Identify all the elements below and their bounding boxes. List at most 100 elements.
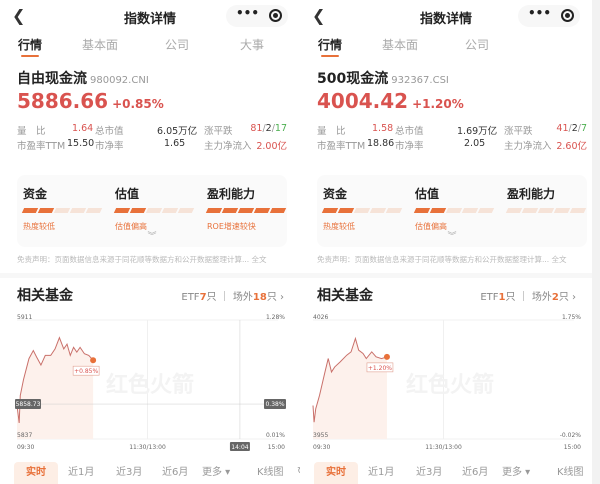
stat-value: 2.00亿 [256,141,287,152]
level-meter [321,208,413,214]
period-tab-5[interactable]: K线图 [257,467,284,478]
stat-value: 1.64 [72,123,94,134]
index-code: 932367.CSI [391,75,449,86]
tab-3[interactable]: 大事 [240,38,265,52]
period-tab-3[interactable]: 近6月 [462,467,489,478]
tab-1[interactable]: 基本面 [82,38,119,52]
adv-dec: 41/2/7 [556,123,587,134]
adv-up: 81 [250,123,263,134]
last-label: +0.85% [74,368,98,375]
tab-1[interactable]: 基本面 [382,38,419,52]
analysis-cell[interactable]: 资金 热度较低 [21,183,113,233]
otc-count: 2 [551,292,559,303]
level-bar [429,208,447,213]
tab-2[interactable]: 公司 [165,38,190,52]
level-bar [253,208,271,213]
level-meter [205,208,297,214]
chevron-right-icon: › [572,292,576,303]
expand-chevron-icon[interactable]: ︾ [147,232,157,242]
period-tab-0[interactable]: 实时 [14,462,58,484]
scroll-strip [592,0,600,484]
level-bar [505,208,523,213]
close-record-icon[interactable] [561,9,574,22]
adv-up: 41 [556,123,569,134]
axis-tick: 11:30/13:00 [425,444,462,451]
last-label-box [72,365,100,376]
level-bar [145,208,163,213]
analysis-cell[interactable]: 估值 估值偏高 [413,183,505,233]
level-bar [537,208,555,213]
stats-row: 量 比 1.58 总市值 1.69万亿 涨平跌 41/2/7 [317,123,587,138]
level-bar [353,208,371,213]
level-bar [569,208,587,213]
analysis-cell[interactable]: 估值 估值偏高 [113,183,205,233]
stat-value: 1.65 [164,138,186,149]
stats-row: 量 比 1.64 总市值 6.05万亿 涨平跌 81/2/17 [17,123,287,138]
disclaimer[interactable]: 免责声明：页面数据信息来源于同花顺等数据方和公开数据整理计算... 全文 [317,255,567,264]
axis-tick: 4026 [313,314,328,321]
period-tab-4[interactable]: 更多 ▾ [502,467,531,478]
index-title: 500现金流 [317,71,389,87]
back-chevron-icon[interactable]: ❮ [312,6,326,25]
fund-counts-link[interactable]: ETF7只 ｜ 场外18只 › [181,292,284,303]
intraday-chart[interactable]: 红色火箭 +0.85% 5911 5837 1.28% 0.01% 09:30 11:30/1… [0,312,300,460]
stat-value: 2.05 [464,138,486,149]
axis-tick: 15:00 [268,444,285,451]
level-bar [69,208,87,213]
more-dots-icon[interactable]: ••• [236,6,260,20]
period-tab-1[interactable]: 近1月 [368,467,395,478]
stat-label: 涨平跌 [504,126,533,137]
etf-count: 1 [498,292,506,303]
adv-flat: 2 [265,123,272,134]
unit: 只 [206,292,217,303]
stat-label: 总市值 [395,126,424,137]
tab-0[interactable]: 行情 [318,38,343,57]
period-tab-2[interactable]: 近3月 [116,467,143,478]
level-meter [413,208,505,214]
stat-label: 量 比 [17,126,46,137]
intraday-chart[interactable]: 红色火箭 +1.20% 4026 3955 1.75% -0.02% 09:30 11:30/… [300,312,592,460]
period-tab-3[interactable]: 近6月 [162,467,189,478]
period-tab-5[interactable]: K线图 [557,467,584,478]
nav-bar: ❮ 指数详情 ••• [300,0,592,32]
back-chevron-icon[interactable]: ❮ [12,6,26,25]
expand-chevron-icon[interactable]: ︾ [447,232,457,242]
level-bar [477,208,495,213]
crosshair-value: 5858.73 [16,401,41,408]
disclaimer[interactable]: 免责声明：页面数据信息来源于同花顺等数据方和公开数据整理计算... 全文 [17,255,267,264]
stats-grid: 量 比 1.64 总市值 6.05万亿 涨平跌 81/2/17 市盈率TTM 1… [17,123,287,153]
period-tab-2[interactable]: 近3月 [416,467,443,478]
tab-2[interactable]: 公司 [465,38,490,52]
stat-value: 2.60亿 [556,141,587,152]
cell-tag: 估值偏高 [115,222,147,231]
last-label-box [366,362,394,373]
tab-0[interactable]: 行情 [18,38,43,57]
last-point [90,357,97,364]
level-bar [321,208,339,213]
axis-tick: 11:30/13:00 [129,444,166,451]
analysis-card[interactable]: 资金 热度较低 估值 估值偏高 盈利能力 ︾ [317,175,587,247]
period-tab-4[interactable]: 更多 ▾ [202,467,231,478]
index-name: 自由现金流 980092.CNI [17,68,149,88]
level-bar [461,208,479,213]
stat-label: 量 比 [317,126,346,137]
tab-bar: 行情 基本面 公司 [300,36,592,58]
stat-label: 市盈率TTM [317,141,366,152]
close-record-icon[interactable] [269,9,282,22]
period-tab-0[interactable]: 实时 [314,462,358,484]
more-dots-icon[interactable]: ••• [528,6,552,20]
analysis-cell[interactable]: 资金 热度较低 [321,183,413,233]
analysis-cell[interactable]: 盈利能力 ROE增速较快 [205,183,297,233]
analysis-card[interactable]: 资金 热度较低 估值 估值偏高 盈利能力 ROE增速较快 ︾ [17,175,287,247]
level-bar [113,208,131,213]
analysis-cell[interactable]: 盈利能力 [505,183,592,214]
stat-value: 1.58 [372,123,394,134]
level-bar [129,208,147,213]
axis-tick: 5837 [17,432,32,439]
fund-counts-link[interactable]: ETF1只 ｜ 场外2只 › [480,292,576,303]
refresh-icon[interactable]: ↻ [297,466,300,477]
level-meter [113,208,205,214]
period-tab-1[interactable]: 近1月 [68,467,95,478]
